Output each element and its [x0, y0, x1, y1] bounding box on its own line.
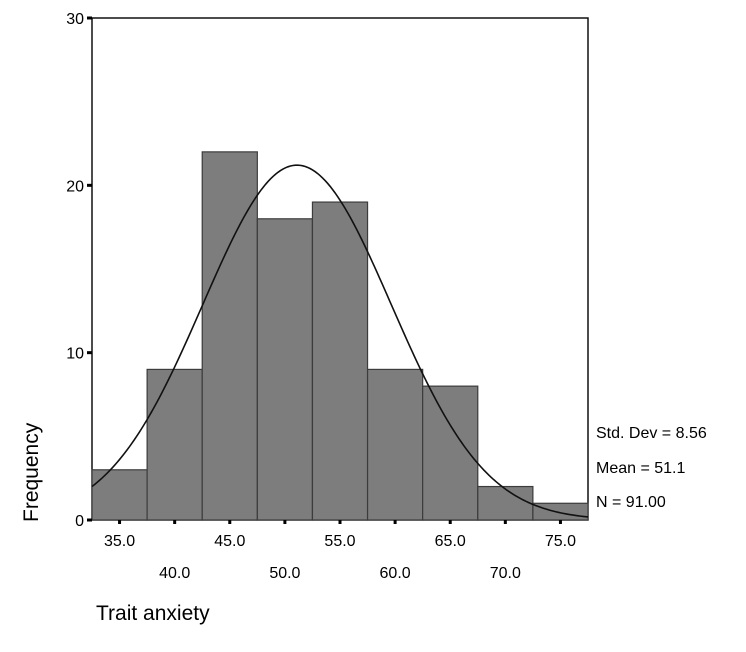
summary-stats: Std. Dev = 8.56 Mean = 51.1 N = 91.00 [596, 425, 707, 511]
x-tick-label: 45.0 [214, 533, 245, 550]
bar-60.0 [366, 368, 424, 521]
x-tick-label: 40.0 [159, 565, 190, 582]
bars-group [91, 151, 589, 521]
x-axis-label: Trait anxiety [96, 602, 210, 625]
y-tick-label: 0 [75, 513, 84, 530]
x-tick-label: 75.0 [545, 533, 576, 550]
stat-std-dev: Std. Dev = 8.56 [596, 425, 707, 442]
stat-mean: Mean = 51.1 [596, 460, 686, 477]
y-tick-label: 20 [66, 178, 84, 195]
bar-55.0 [311, 201, 369, 521]
x-tick-label: 55.0 [324, 533, 355, 550]
x-tick-label: 65.0 [435, 533, 466, 550]
x-tick-label: 35.0 [104, 533, 135, 550]
bar-75.0 [532, 502, 589, 521]
stat-n: N = 91.00 [596, 494, 666, 511]
y-tick-label: 30 [66, 11, 84, 28]
x-tick-label: 70.0 [490, 565, 521, 582]
y-tick-label: 10 [66, 346, 84, 363]
bar-35.0 [91, 469, 148, 521]
x-axis: 35.0 40.0 45.0 50.0 55.0 60.0 65.0 70.0 75.0 [104, 520, 576, 582]
x-tick-label: 60.0 [380, 565, 411, 582]
bar-50.0 [256, 218, 314, 521]
bar-45.0 [201, 151, 258, 521]
y-axis: 0 10 20 30 [66, 11, 92, 530]
bar-70.0 [477, 485, 534, 521]
y-axis-label: Frequency [20, 422, 43, 522]
bar-40.0 [146, 368, 203, 521]
x-tick-label: 50.0 [269, 565, 300, 582]
normal-curve [91, 164, 589, 518]
